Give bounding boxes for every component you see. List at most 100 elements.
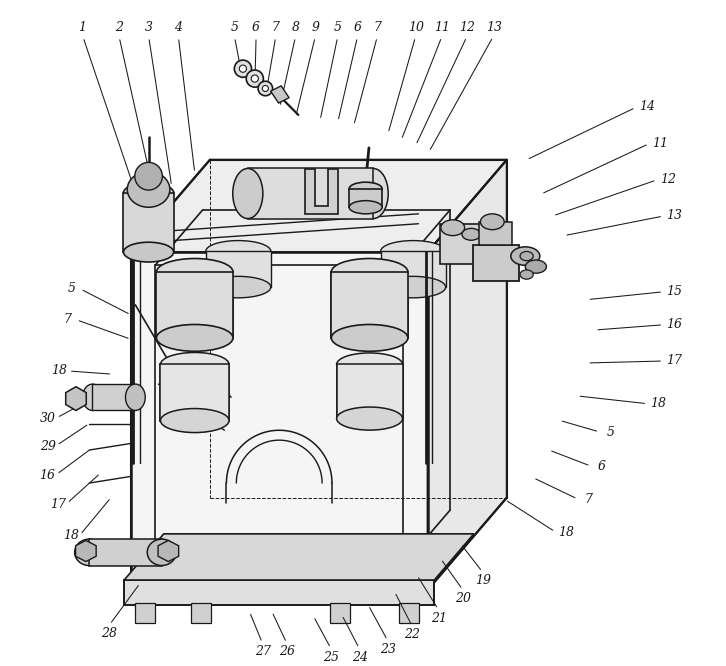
- Ellipse shape: [526, 260, 547, 273]
- Text: 4: 4: [174, 21, 182, 34]
- Text: 28: 28: [101, 627, 117, 640]
- Ellipse shape: [126, 384, 145, 410]
- Text: 3: 3: [144, 21, 152, 34]
- Text: 5: 5: [334, 21, 342, 34]
- Ellipse shape: [481, 214, 504, 230]
- Ellipse shape: [123, 242, 174, 262]
- Text: 1: 1: [78, 21, 86, 34]
- Bar: [479, 222, 512, 245]
- Ellipse shape: [520, 270, 533, 279]
- Ellipse shape: [160, 408, 229, 433]
- Ellipse shape: [462, 228, 481, 240]
- Text: 17: 17: [50, 498, 66, 511]
- Ellipse shape: [441, 220, 465, 236]
- Text: 11: 11: [434, 21, 450, 34]
- Bar: [439, 224, 482, 264]
- Bar: [192, 603, 211, 623]
- Ellipse shape: [358, 168, 388, 218]
- Text: 16: 16: [40, 469, 56, 482]
- Text: 6: 6: [252, 21, 260, 34]
- Bar: [349, 188, 382, 207]
- Text: 12: 12: [660, 173, 676, 186]
- Text: 11: 11: [652, 137, 668, 150]
- Polygon shape: [65, 387, 86, 410]
- Ellipse shape: [511, 247, 540, 265]
- Polygon shape: [131, 252, 428, 590]
- Text: 21: 21: [431, 612, 447, 625]
- Ellipse shape: [127, 172, 170, 207]
- Bar: [92, 384, 135, 410]
- Text: 16: 16: [666, 318, 682, 331]
- Ellipse shape: [337, 353, 403, 376]
- Polygon shape: [271, 86, 289, 103]
- Text: 7: 7: [63, 313, 71, 326]
- Text: 14: 14: [639, 101, 655, 113]
- Text: 7: 7: [584, 493, 592, 506]
- Ellipse shape: [157, 324, 233, 351]
- Ellipse shape: [337, 407, 403, 430]
- Text: 5: 5: [230, 21, 238, 34]
- Text: 25: 25: [323, 651, 339, 664]
- Text: 17: 17: [666, 354, 682, 368]
- Ellipse shape: [75, 539, 104, 565]
- Ellipse shape: [331, 324, 408, 351]
- Ellipse shape: [160, 352, 229, 376]
- Polygon shape: [306, 169, 338, 214]
- Ellipse shape: [520, 252, 533, 260]
- Bar: [380, 251, 446, 287]
- Text: 6: 6: [354, 21, 362, 34]
- Text: 26: 26: [279, 645, 295, 659]
- Bar: [124, 580, 434, 605]
- Bar: [399, 603, 419, 623]
- Text: 13: 13: [666, 209, 682, 222]
- Bar: [160, 364, 229, 420]
- Ellipse shape: [262, 85, 269, 91]
- Ellipse shape: [251, 75, 258, 82]
- Text: 20: 20: [455, 592, 471, 605]
- Polygon shape: [428, 160, 507, 590]
- Text: 7: 7: [373, 21, 382, 34]
- Text: 5: 5: [68, 282, 76, 295]
- Text: 2: 2: [115, 21, 123, 34]
- Text: 24: 24: [351, 651, 367, 664]
- Ellipse shape: [157, 258, 233, 285]
- Text: 18: 18: [558, 526, 574, 539]
- Polygon shape: [124, 534, 474, 580]
- Ellipse shape: [233, 168, 263, 218]
- Ellipse shape: [349, 200, 382, 214]
- Text: 30: 30: [40, 412, 56, 425]
- Bar: [248, 168, 373, 218]
- Bar: [337, 364, 403, 418]
- Ellipse shape: [380, 240, 446, 262]
- Text: 8: 8: [292, 21, 300, 34]
- Text: 12: 12: [460, 21, 476, 34]
- Bar: [155, 265, 403, 565]
- Text: 29: 29: [40, 440, 56, 453]
- Polygon shape: [131, 160, 507, 252]
- Bar: [331, 272, 408, 338]
- Text: 5: 5: [606, 426, 614, 439]
- Ellipse shape: [123, 183, 174, 202]
- Text: 15: 15: [666, 285, 682, 298]
- Ellipse shape: [147, 539, 176, 565]
- Ellipse shape: [380, 276, 446, 298]
- Text: 10: 10: [408, 21, 424, 34]
- Bar: [157, 272, 233, 338]
- Bar: [89, 539, 162, 565]
- Text: 19: 19: [475, 574, 491, 587]
- Text: 18: 18: [52, 364, 68, 378]
- Text: 6: 6: [597, 460, 606, 473]
- Ellipse shape: [83, 384, 102, 410]
- Ellipse shape: [205, 276, 271, 298]
- Ellipse shape: [349, 182, 382, 195]
- Ellipse shape: [234, 60, 251, 77]
- Bar: [473, 245, 518, 281]
- Ellipse shape: [246, 70, 264, 87]
- Ellipse shape: [205, 240, 271, 262]
- Polygon shape: [76, 540, 96, 561]
- Polygon shape: [158, 540, 179, 561]
- Text: 23: 23: [380, 643, 396, 656]
- Bar: [330, 603, 350, 623]
- Text: 18: 18: [63, 529, 79, 542]
- Ellipse shape: [240, 65, 247, 73]
